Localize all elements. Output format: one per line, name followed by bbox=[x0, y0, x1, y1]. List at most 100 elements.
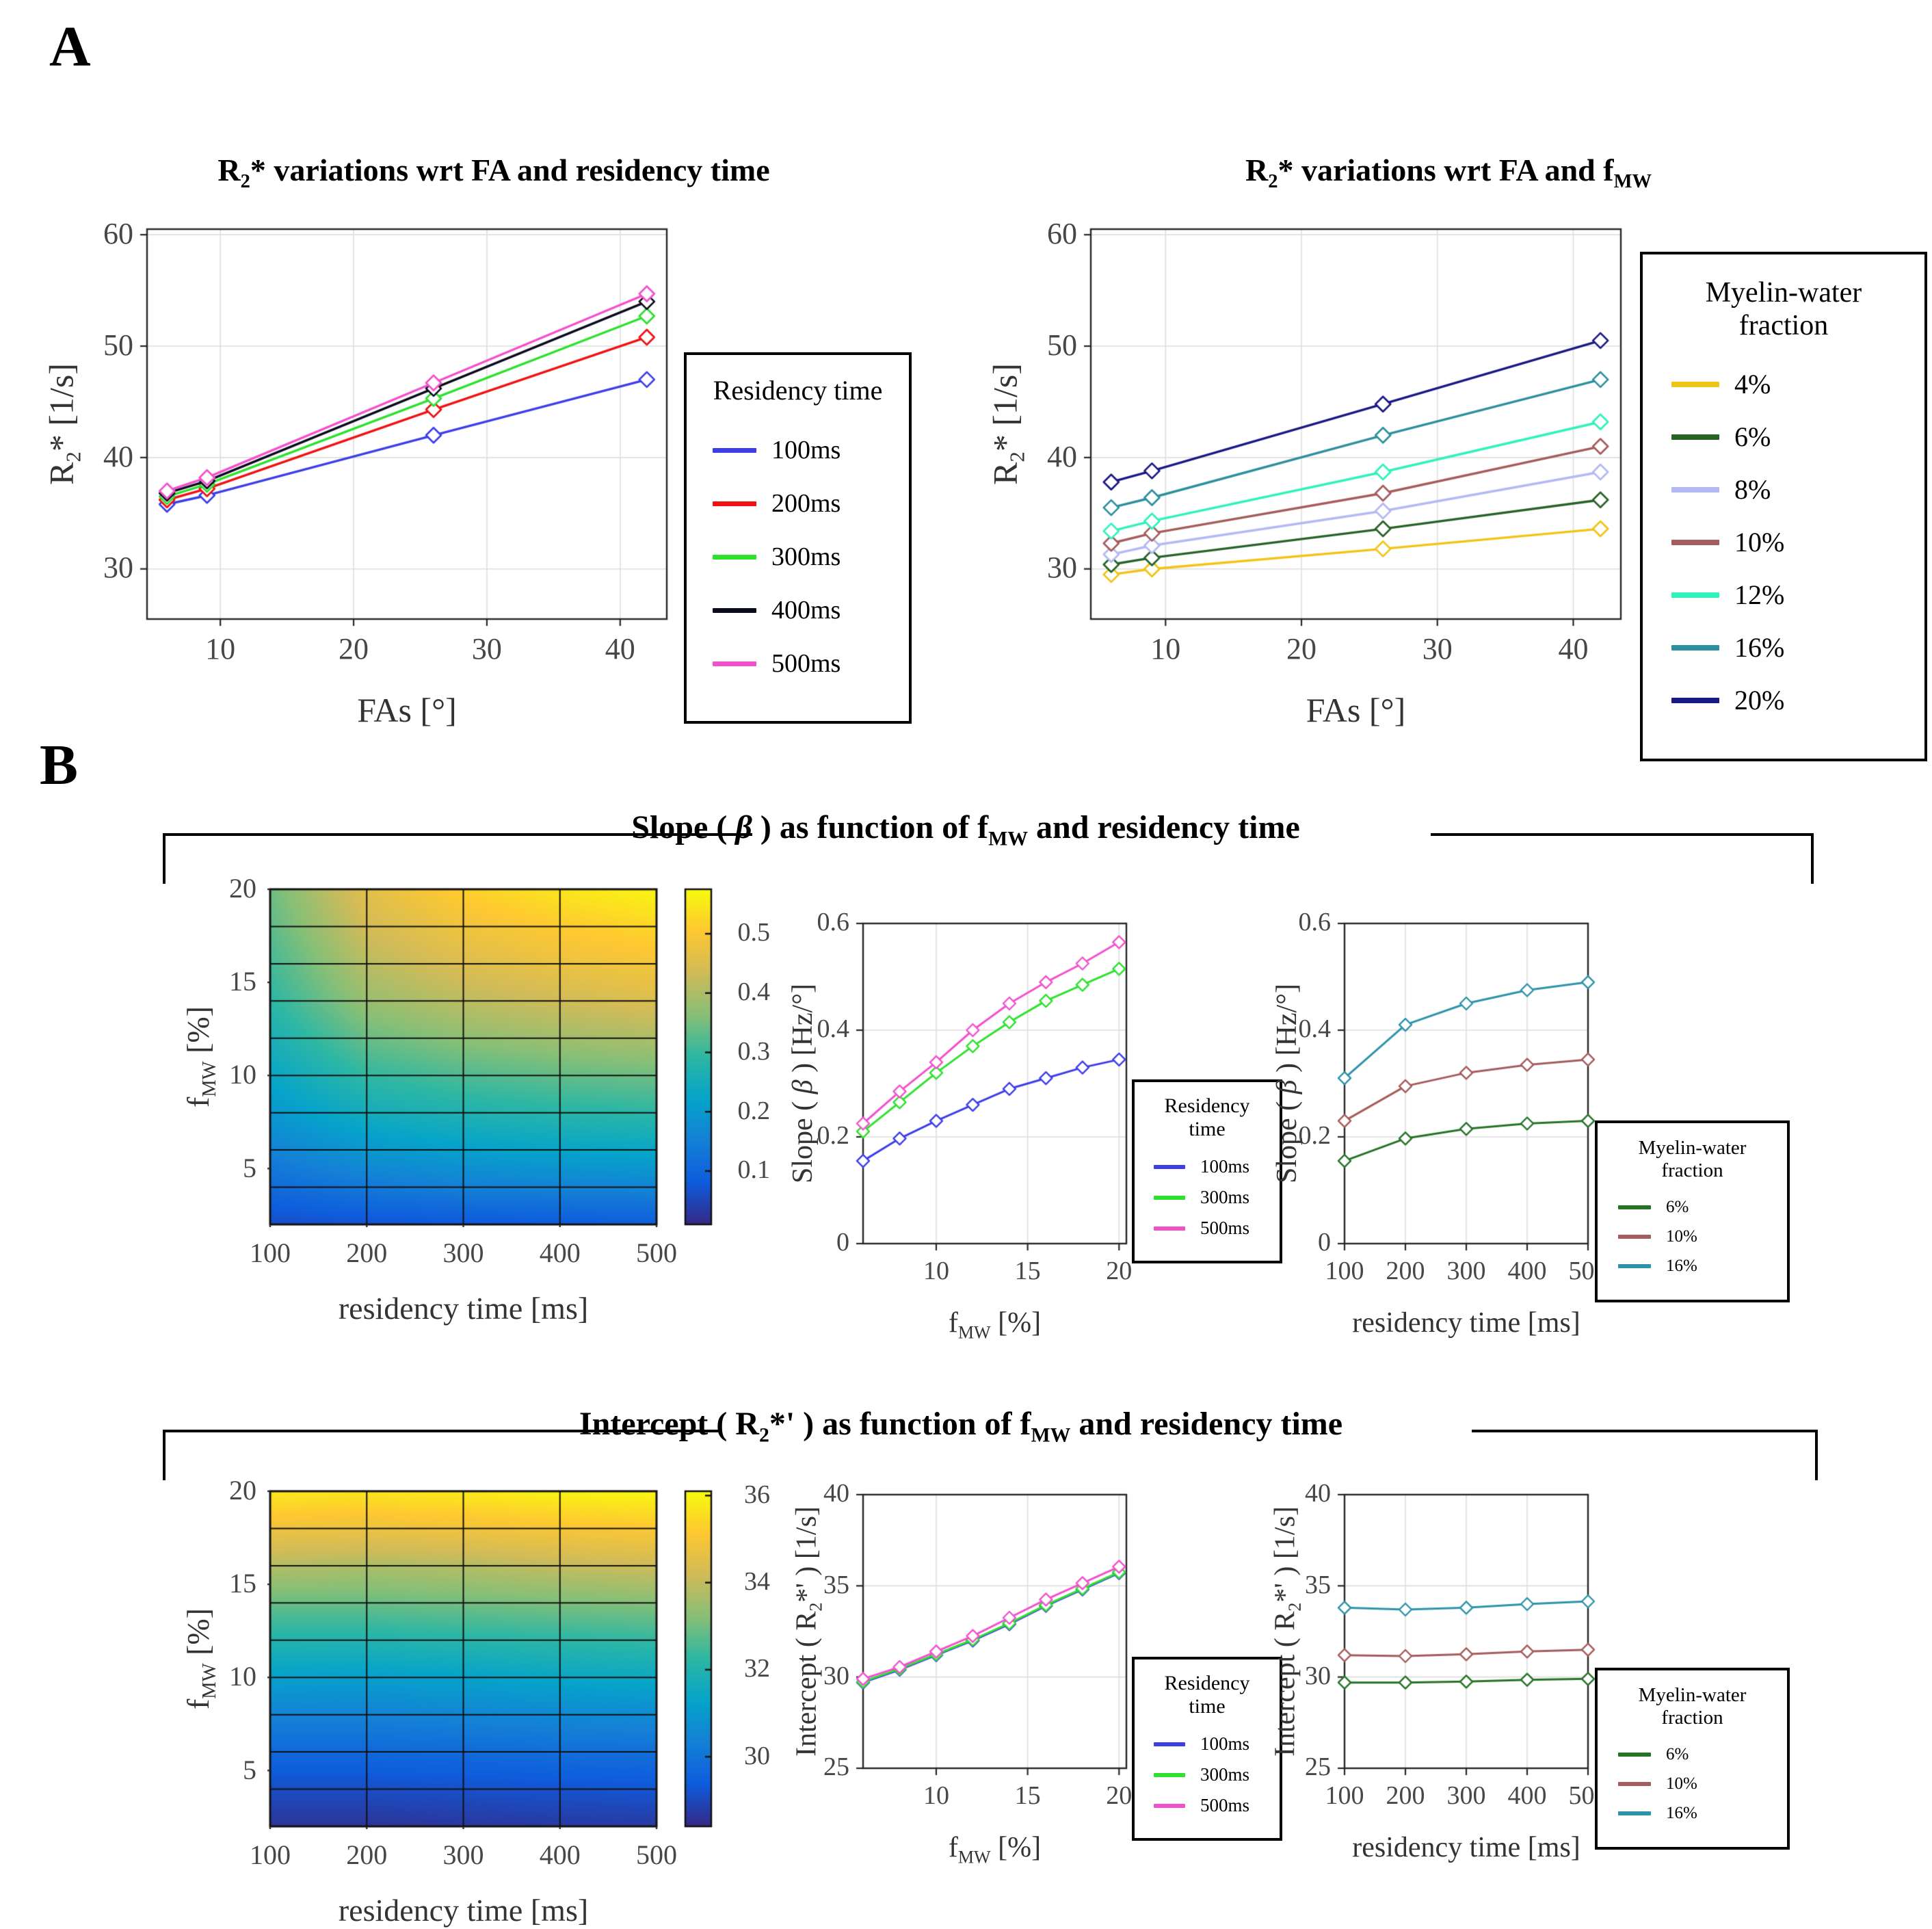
legend-item: 500ms bbox=[1154, 1795, 1267, 1816]
colorbar-tick-label: 0.4 bbox=[737, 977, 771, 1007]
y-tick-label: 30 bbox=[1047, 551, 1077, 585]
legend-item-label: 300ms bbox=[1200, 1764, 1250, 1785]
y-tick-label: 60 bbox=[1047, 216, 1077, 250]
legend-line-swatch bbox=[713, 447, 756, 453]
x-tick-label: 100 bbox=[1325, 1257, 1364, 1285]
legend-item: 100ms bbox=[713, 435, 890, 465]
y-tick-label: 10 bbox=[229, 1661, 256, 1692]
x-tick-label: 10 bbox=[923, 1781, 949, 1810]
x-tick-label: 200 bbox=[1386, 1781, 1425, 1810]
x-tick-label: 20 bbox=[1286, 632, 1316, 666]
x-tick-label: 200 bbox=[1386, 1257, 1425, 1285]
x-tick-label: 30 bbox=[1422, 632, 1453, 666]
b1_right-y-axis-label: Slope ( β ) [Hz/°] bbox=[1271, 984, 1303, 1183]
colorbar-tick-label: 0.1 bbox=[737, 1155, 771, 1185]
b1_mid-y-axis-label: Slope ( β ) [Hz/°] bbox=[787, 984, 819, 1183]
slope-section-title: Slope ( β ) as function of fMW and resid… bbox=[631, 809, 1300, 850]
x-tick-label: 10 bbox=[1150, 632, 1181, 666]
x-tick-label: 20 bbox=[339, 632, 369, 666]
colorbar-tick-label: 34 bbox=[744, 1567, 770, 1597]
y-tick-label: 30 bbox=[103, 551, 133, 585]
legend-title: Residency time bbox=[1164, 1094, 1250, 1140]
legend-item-label: 8% bbox=[1734, 474, 1771, 505]
colorbar-tick-label: 36 bbox=[744, 1480, 770, 1509]
legend-item: 8% bbox=[1671, 473, 1903, 506]
x-tick-label: 400 bbox=[539, 1237, 581, 1268]
legend-item: 500ms bbox=[1154, 1218, 1267, 1239]
b1_mid-plot-canvas bbox=[852, 913, 1137, 1255]
x-tick-label: 20 bbox=[1106, 1781, 1133, 1810]
legend-item: 12% bbox=[1671, 579, 1903, 611]
legend-item-label: 100ms bbox=[771, 436, 841, 464]
legend-item-label: 300ms bbox=[1200, 1187, 1250, 1207]
b2_heat-y-axis-label: fMW [%] bbox=[180, 1608, 221, 1710]
y-tick-label: 15 bbox=[229, 966, 256, 997]
y-tick-label: 0 bbox=[836, 1228, 849, 1257]
panel-b-label: B bbox=[40, 733, 79, 797]
x-tick-label: 20 bbox=[1106, 1257, 1133, 1285]
legend-item-label: 6% bbox=[1734, 421, 1771, 452]
legend-item: 10% bbox=[1618, 1774, 1773, 1794]
b1_heat-y-axis-label: fMW [%] bbox=[180, 1006, 221, 1108]
legend-item-label: 6% bbox=[1666, 1745, 1689, 1763]
b2_heat-x-axis-label: residency time [ms] bbox=[338, 1893, 589, 1928]
y-tick-label: 40 bbox=[823, 1479, 849, 1508]
a_left-plot-canvas bbox=[136, 218, 678, 630]
legend-line-swatch bbox=[713, 607, 756, 613]
y-tick-label: 10 bbox=[229, 1059, 256, 1090]
legend-title: Residency time bbox=[713, 375, 883, 406]
legend-item-label: 100ms bbox=[1200, 1733, 1250, 1754]
y-tick-label: 35 bbox=[823, 1570, 849, 1599]
legend-item-label: 500ms bbox=[1200, 1795, 1250, 1815]
legend-line-swatch bbox=[1671, 697, 1719, 703]
x-tick-label: 30 bbox=[471, 632, 502, 666]
legend-title: Residency time bbox=[1164, 1672, 1250, 1718]
b2_mid-x-axis-label: fMW [%] bbox=[948, 1832, 1042, 1867]
b1_heat-colorbar-canvas bbox=[683, 887, 713, 1226]
b1_right-legend: Myelin-water fraction 6% 10% 16% bbox=[1595, 1120, 1790, 1302]
x-tick-label: 40 bbox=[1558, 632, 1589, 666]
b1_heat-heatmap-canvas bbox=[267, 887, 659, 1227]
legend-item-label: 300ms bbox=[771, 542, 841, 571]
intercept-section-left-rule bbox=[163, 1430, 718, 1480]
legend-line-swatch bbox=[1618, 1264, 1651, 1268]
x-tick-label: 300 bbox=[442, 1237, 484, 1268]
x-tick-label: 10 bbox=[205, 632, 236, 666]
legend-title: Myelin-water fraction bbox=[1638, 1137, 1747, 1181]
b2_right-x-axis-label: residency time [ms] bbox=[1352, 1832, 1580, 1863]
legend-item: 500ms bbox=[713, 648, 890, 679]
y-tick-label: 15 bbox=[229, 1568, 256, 1599]
a_left-legend: Residency time 100ms 200ms 300ms 400ms 500ms bbox=[684, 352, 912, 724]
x-tick-label: 15 bbox=[1014, 1781, 1041, 1810]
x-tick-label: 100 bbox=[250, 1839, 291, 1870]
b2_right-plot-canvas bbox=[1334, 1484, 1599, 1779]
x-tick-label: 100 bbox=[250, 1237, 291, 1268]
legend-line-swatch bbox=[1671, 381, 1719, 387]
b2_right-y-axis-label: Intercept ( R2*' ) [1/s] bbox=[1269, 1506, 1305, 1757]
intercept-section-right-rule bbox=[1472, 1430, 1818, 1480]
y-tick-label: 0.6 bbox=[1298, 908, 1332, 937]
legend-item: 400ms bbox=[713, 595, 890, 625]
y-tick-label: 50 bbox=[1047, 328, 1077, 362]
legend-line-swatch bbox=[1618, 1782, 1651, 1786]
y-tick-label: 40 bbox=[103, 439, 133, 473]
a_left-y-axis-label: R2* [1/s] bbox=[42, 363, 85, 486]
legend-item: 16% bbox=[1618, 1804, 1773, 1823]
y-tick-label: 25 bbox=[1305, 1753, 1331, 1782]
x-tick-label: 300 bbox=[1446, 1257, 1486, 1285]
legend-line-swatch bbox=[1618, 1235, 1651, 1239]
legend-title: Myelin-water fraction bbox=[1705, 277, 1862, 341]
x-tick-label: 10 bbox=[923, 1257, 949, 1285]
y-tick-label: 40 bbox=[1305, 1479, 1331, 1508]
x-tick-label: 100 bbox=[1325, 1781, 1364, 1810]
legend-item-label: 16% bbox=[1666, 1257, 1697, 1275]
colorbar-tick-label: 30 bbox=[744, 1741, 770, 1770]
legend-item: 100ms bbox=[1154, 1156, 1267, 1177]
legend-item: 100ms bbox=[1154, 1733, 1267, 1755]
slope-section-right-rule bbox=[1431, 833, 1814, 884]
b2_heat-heatmap-canvas bbox=[267, 1488, 659, 1829]
legend-item: 6% bbox=[1618, 1745, 1773, 1764]
legend-line-swatch bbox=[1154, 1226, 1185, 1231]
legend-item: 300ms bbox=[1154, 1187, 1267, 1208]
slope-section-left-rule bbox=[163, 833, 752, 884]
